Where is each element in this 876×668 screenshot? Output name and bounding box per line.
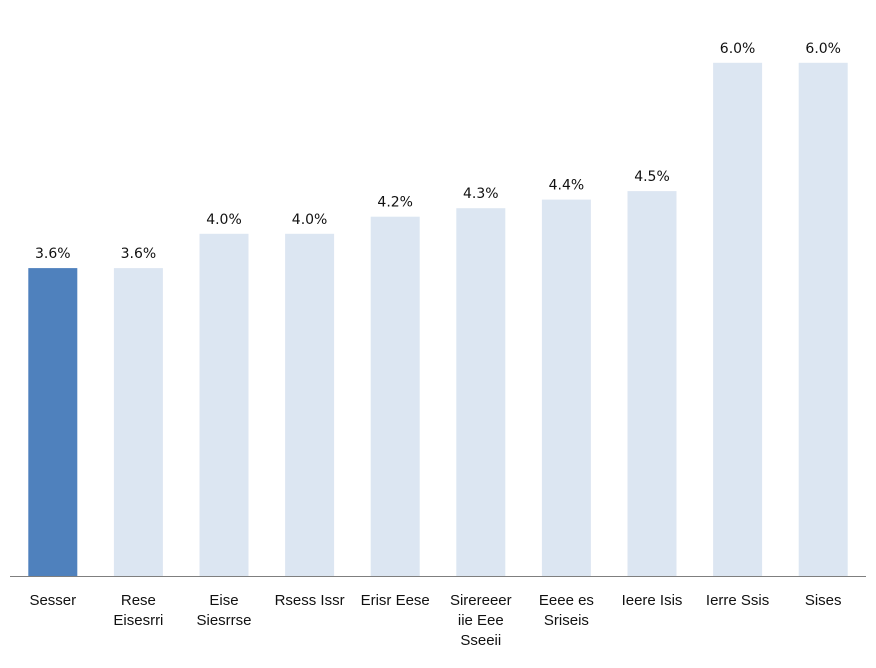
category-label-line: Eise	[209, 592, 238, 609]
value-label-2: 4.0%	[206, 212, 242, 228]
category-label-2: Eise Siesrrse	[196, 592, 251, 629]
value-labels-group: 3.6% 3.6% 4.0% 4.0% 4.2% 4.3% 4.4% 4.5% 6.0% 6.0%	[35, 41, 841, 262]
bar-2	[199, 233, 249, 577]
category-label-line: Erisr Eese	[361, 592, 430, 609]
bar-3	[285, 233, 335, 577]
value-label-0: 3.6%	[35, 246, 71, 262]
category-label-line: Sesser	[29, 592, 76, 609]
category-label-1: Rese Eisesrri	[113, 592, 163, 629]
category-label-line: Rsess Issr	[275, 592, 345, 609]
category-label-line: Ierre Ssis	[706, 592, 769, 609]
bar-9	[798, 62, 848, 577]
value-label-1: 3.6%	[121, 246, 157, 262]
category-label-0: Sesser	[29, 592, 76, 609]
category-label-line: Eeee es	[539, 592, 594, 609]
category-label-9: Sises	[805, 592, 842, 609]
bar-4	[370, 216, 420, 576]
category-label-line: iie Eee	[458, 612, 504, 629]
category-label-6: Eeee es Sriseis	[539, 592, 594, 629]
value-label-7: 4.5%	[634, 169, 670, 185]
category-label-line: Sriseis	[544, 612, 589, 629]
category-label-line: Sises	[805, 592, 842, 609]
bar-7	[627, 191, 677, 576]
category-label-line: Siesrrse	[196, 612, 251, 629]
bars-group	[28, 62, 848, 577]
bar-8	[713, 62, 763, 577]
bar-1	[113, 268, 163, 576]
category-label-line: Sseeii	[460, 632, 501, 649]
value-label-4: 4.2%	[377, 195, 413, 211]
bar-0	[28, 268, 78, 576]
category-label-line: Rese	[121, 592, 156, 609]
category-label-line: Eisesrri	[113, 612, 163, 629]
category-label-4: Erisr Eese	[361, 592, 430, 609]
category-label-line: Sirereeer	[450, 592, 512, 609]
category-label-3: Rsess Issr	[275, 592, 345, 609]
value-label-5: 4.3%	[463, 186, 499, 202]
category-label-line: Ieere Isis	[622, 592, 683, 609]
bar-5	[456, 208, 506, 576]
value-label-6: 4.4%	[549, 178, 585, 194]
value-label-9: 6.0%	[805, 41, 841, 57]
category-label-7: Ieere Isis	[622, 592, 683, 609]
category-label-5: Sirereeer iie Eee Sseeii	[450, 592, 512, 649]
value-label-3: 4.0%	[292, 212, 328, 228]
category-labels-group: Sesser Rese Eisesrri Eise Siesrrse Rsess Issr…	[29, 592, 841, 649]
value-label-8: 6.0%	[720, 41, 756, 57]
bar-6	[541, 199, 591, 576]
category-label-8: Ierre Ssis	[706, 592, 769, 609]
